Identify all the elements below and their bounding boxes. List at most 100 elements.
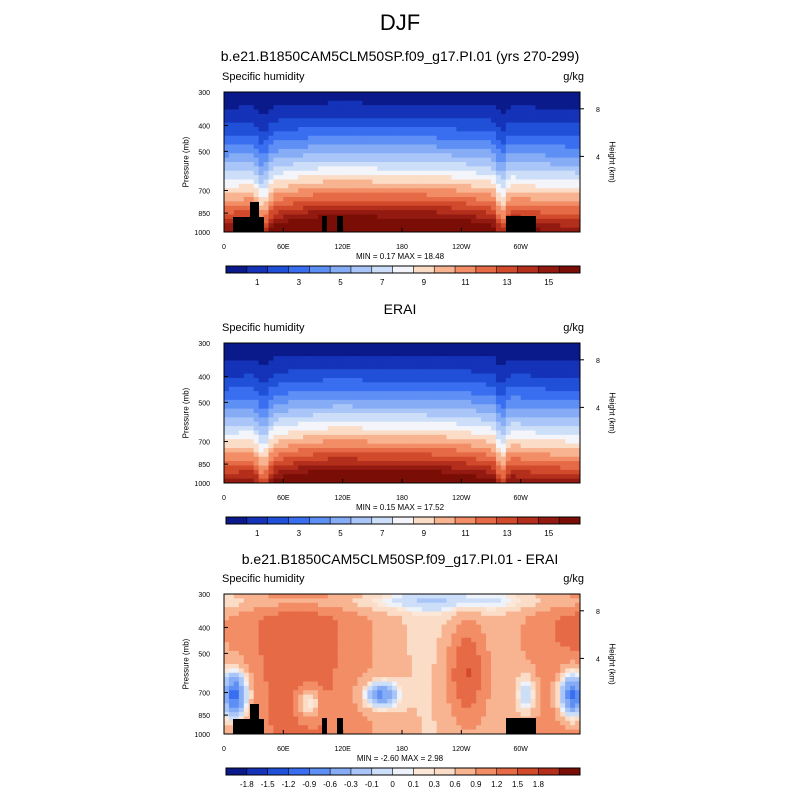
field-cell (382, 218, 388, 224)
field-cell (421, 218, 428, 224)
field-cell (402, 162, 408, 167)
field-cell (357, 356, 363, 361)
field-cell (233, 140, 240, 145)
field-cell (426, 179, 433, 185)
field-cell (322, 197, 329, 202)
field-cell (377, 135, 383, 141)
field-cell (224, 356, 230, 361)
panel-3-min-max: MIN = -2.60 MAX = 2.98 (356, 754, 444, 763)
field-cell (362, 369, 368, 375)
field-cell (233, 399, 240, 405)
field-cell (540, 434, 546, 440)
field-cell (317, 356, 324, 361)
field-cell (565, 183, 571, 189)
field-cell (362, 197, 368, 202)
field-cell (298, 214, 304, 220)
field-cell (367, 227, 373, 233)
field-cell (313, 135, 319, 141)
field-cell (377, 391, 383, 396)
field-cell (248, 408, 255, 414)
field-cell (416, 443, 423, 449)
field-cell (555, 602, 561, 608)
field-cell (347, 602, 353, 608)
field-cell (411, 395, 418, 401)
field-cell (570, 175, 576, 180)
field-cell (263, 144, 269, 150)
field-cell (283, 166, 289, 172)
field-cell (228, 175, 235, 180)
field-cell (258, 201, 264, 207)
field-cell (248, 157, 255, 163)
field-cell (332, 175, 339, 180)
field-cell (397, 175, 403, 180)
field-cell (421, 373, 428, 379)
field-cell (382, 214, 388, 220)
field-cell (416, 373, 423, 379)
field-cell (456, 223, 462, 229)
field-cell (500, 395, 507, 401)
field-cell (362, 351, 368, 357)
field-cell (421, 426, 428, 431)
field-cell (481, 598, 487, 604)
field-cell (402, 369, 408, 375)
field-cell (367, 144, 373, 150)
field-cell (550, 223, 556, 229)
field-cell (347, 413, 353, 418)
field-cell (456, 391, 462, 396)
field-cell (322, 170, 329, 176)
field-cell (481, 118, 487, 124)
field-cell (456, 197, 462, 202)
field-cell (313, 170, 319, 176)
field-cell (377, 100, 383, 106)
field-cell (570, 443, 576, 449)
field-cell (535, 386, 541, 392)
field-cell (367, 452, 373, 458)
field-cell (486, 157, 492, 163)
field-cell (451, 131, 457, 137)
field-cell (357, 408, 363, 414)
field-cell (357, 127, 363, 132)
field-cell (411, 170, 418, 176)
field-cell (545, 391, 551, 396)
field-cell (253, 118, 260, 124)
field-cell (273, 356, 279, 361)
field-cell (461, 452, 467, 458)
field-cell (372, 373, 378, 379)
field-cell (520, 448, 527, 453)
field-cell (224, 474, 230, 480)
field-cell (446, 131, 452, 137)
field-cell (273, 96, 279, 102)
field-cell (347, 347, 353, 353)
field-cell (505, 131, 512, 137)
field-cell (352, 96, 358, 102)
field-cell (352, 465, 358, 471)
field-cell (347, 478, 353, 484)
field-cell (233, 469, 240, 475)
field-cell (278, 205, 284, 211)
field-cell (357, 373, 363, 379)
field-cell (377, 162, 383, 167)
field-cell (411, 461, 418, 466)
field-cell (293, 218, 299, 224)
field-cell (402, 356, 408, 361)
field-cell (466, 201, 472, 207)
field-cell (421, 127, 428, 132)
field-cell (451, 201, 457, 207)
field-cell (317, 183, 324, 189)
field-cell (451, 421, 457, 427)
field-cell (515, 197, 522, 202)
field-cell (505, 175, 512, 180)
field-cell (456, 456, 462, 462)
field-cell (293, 113, 299, 119)
field-cell (446, 426, 452, 431)
field-cell (421, 153, 428, 159)
field-cell (288, 594, 294, 599)
field-cell (421, 135, 428, 141)
field-cell (238, 179, 245, 185)
field-cell (495, 452, 502, 458)
field-cell (565, 391, 571, 396)
field-cell (382, 465, 388, 471)
field-cell (397, 382, 403, 388)
field-cell (342, 395, 349, 401)
field-cell (481, 478, 487, 484)
